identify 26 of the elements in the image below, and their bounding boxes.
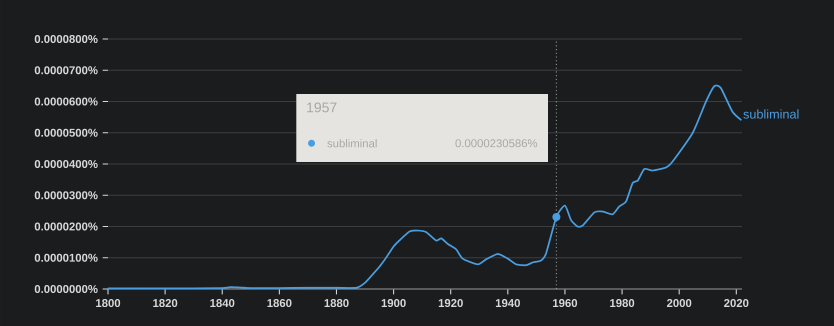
annotation: 0.0000230586% [455, 139, 538, 148]
x-tick-label: 1820 [153, 299, 178, 308]
x-tick-label: 1980 [610, 299, 634, 308]
y-tick-label: 0.0000700% [34, 66, 98, 74]
y-tick-label: 0.0000300% [34, 191, 98, 200]
x-tick-label: 1800 [96, 299, 120, 308]
x-tick-label: 1940 [496, 299, 520, 308]
x-tick-label: 2020 [724, 299, 748, 308]
annotation: 1957 [307, 102, 337, 112]
y-tick-label: 0.0000100% [34, 254, 98, 262]
annotation: subliminal [327, 139, 377, 148]
y-tick-label: 0.0000400% [34, 160, 98, 168]
y-tick-label: 0.0000000% [34, 284, 98, 294]
y-tick-label: 0.0000500% [34, 128, 98, 137]
x-tick-label: 1860 [267, 299, 292, 308]
x-tick-label: 2000 [666, 299, 692, 308]
y-tick-label: 0.0000200% [34, 222, 98, 231]
y-tick-label: 0.0000600% [34, 97, 98, 106]
x-tick-label: 1840 [210, 299, 234, 308]
series-label: subliminal [743, 109, 798, 119]
y-tick-label: 0.0000800% [34, 34, 98, 44]
x-tick-label: 1880 [324, 299, 349, 308]
x-tick-label: 1920 [438, 299, 463, 308]
x-tick-label: 1960 [553, 299, 578, 308]
x-tick-label: 1900 [382, 299, 406, 308]
line-series [107, 84, 742, 290]
